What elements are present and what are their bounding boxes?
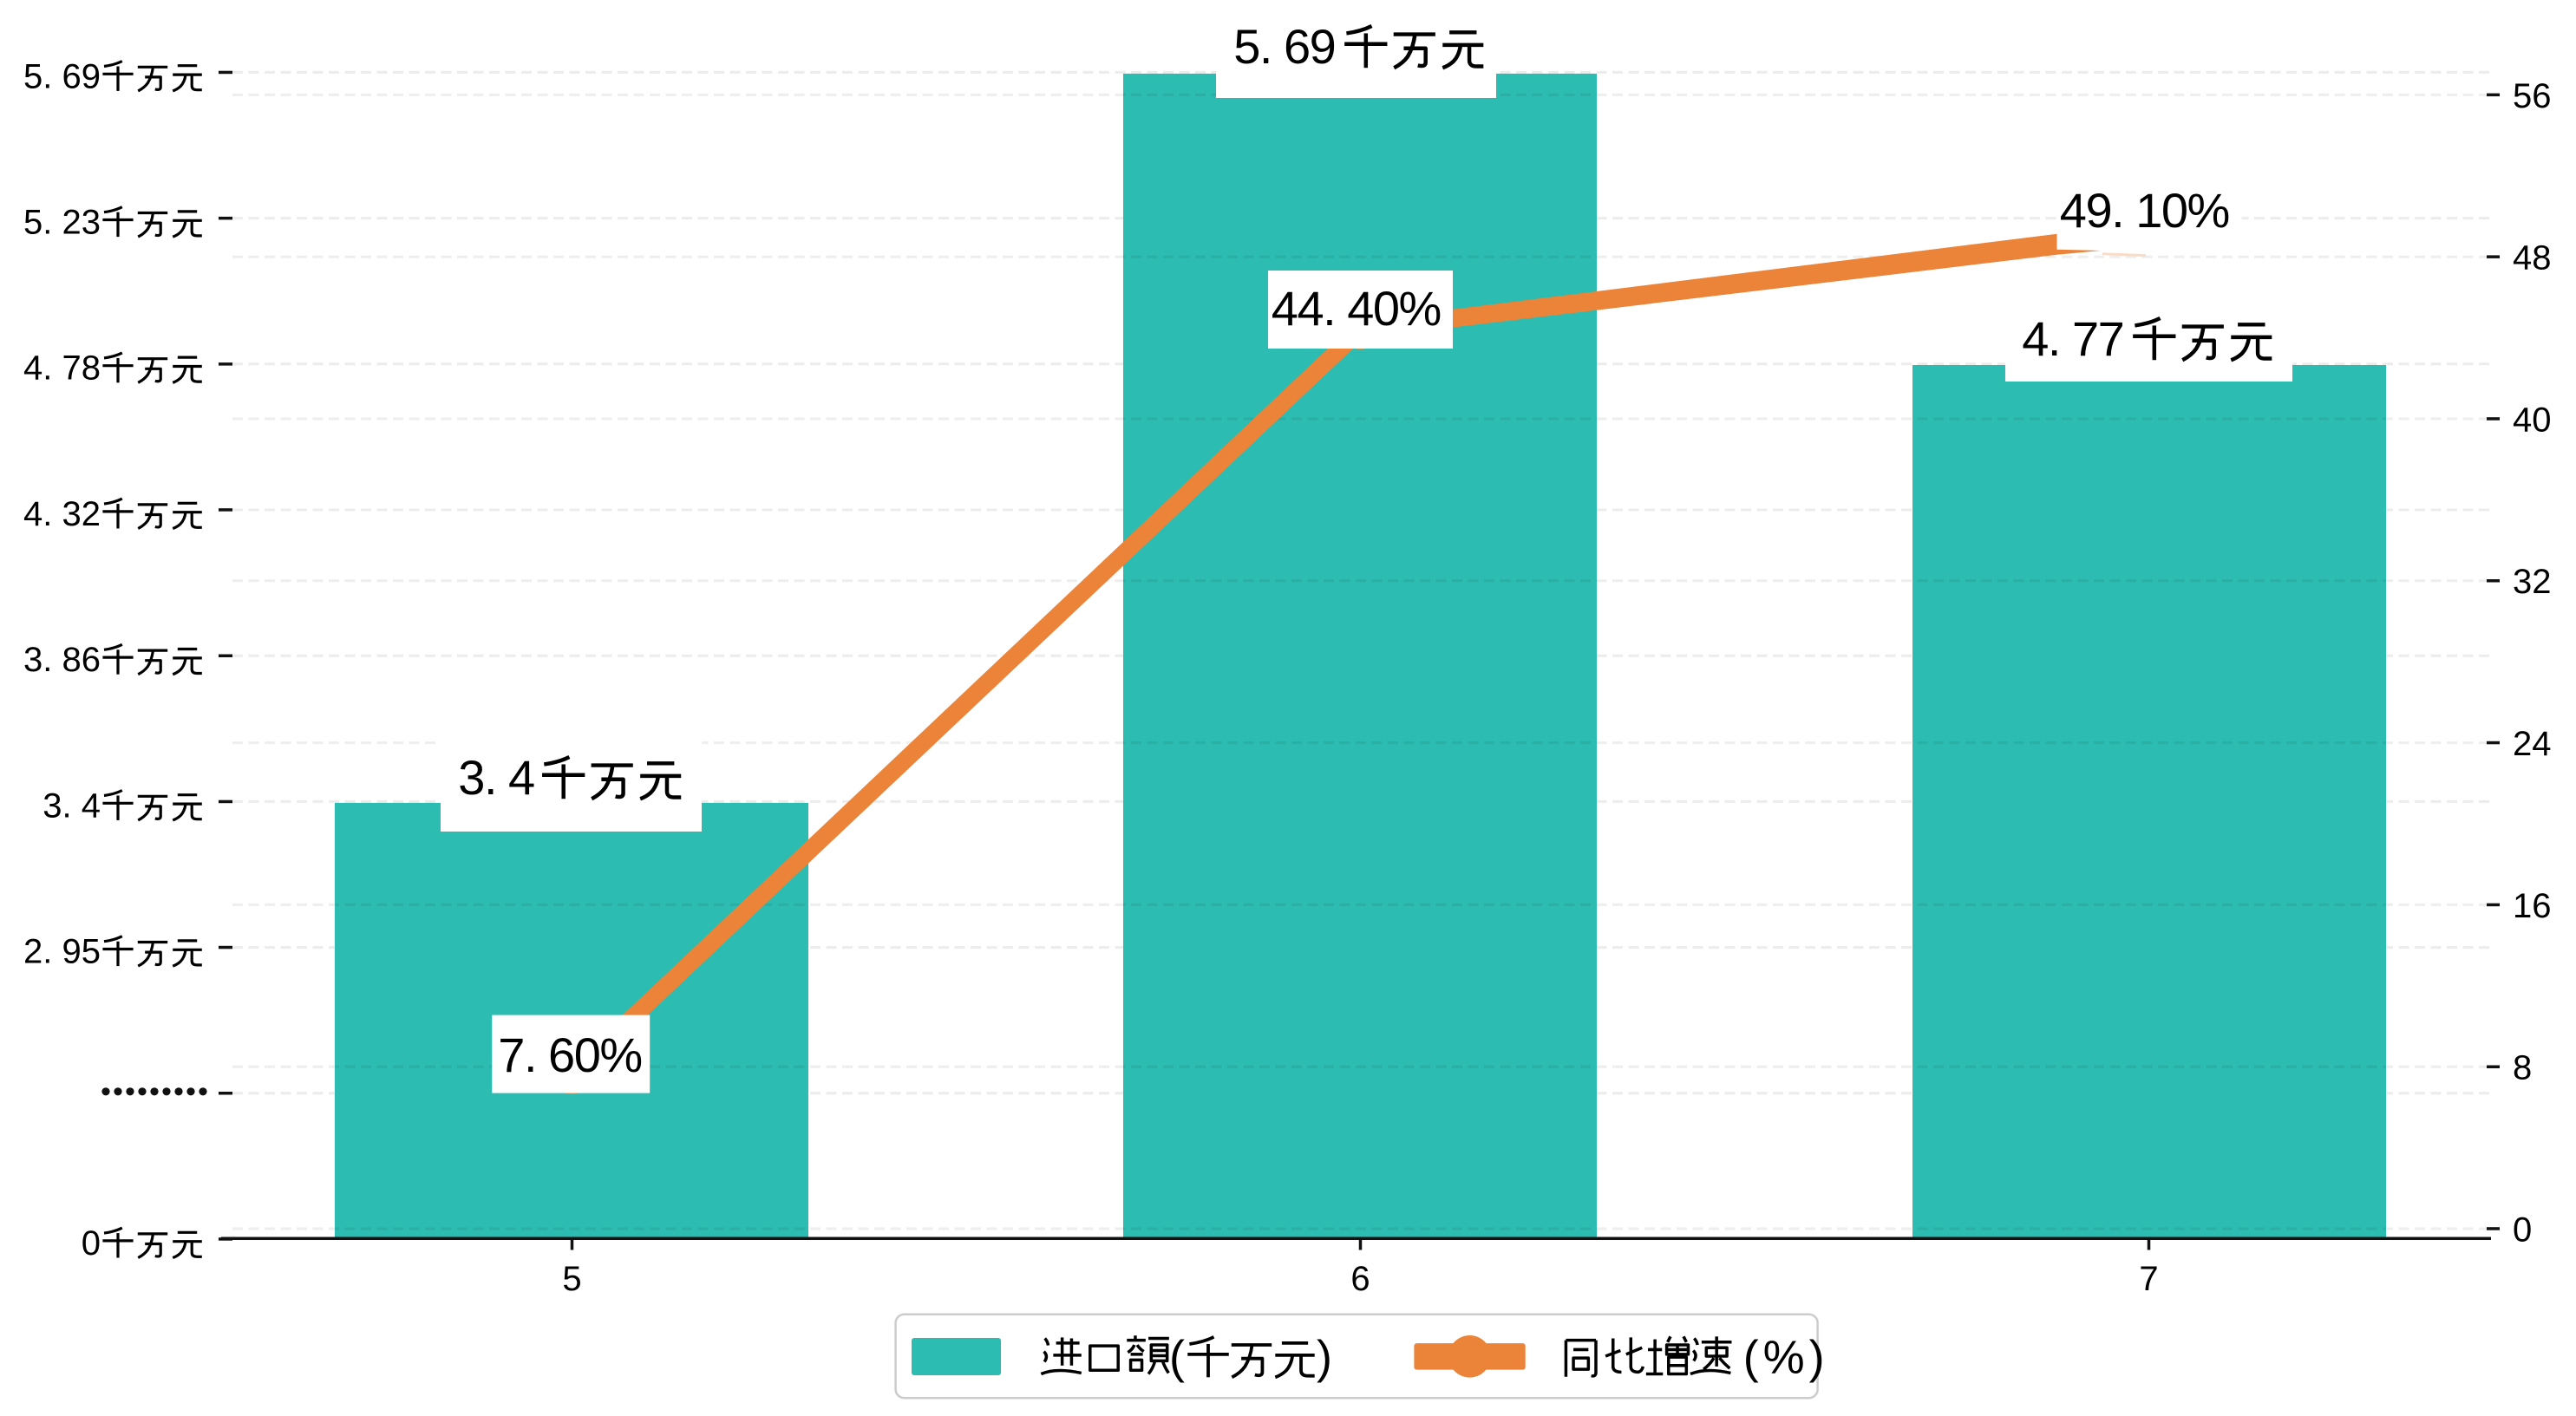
svg-text:40: 40 (2513, 401, 2552, 439)
svg-text:3. 4: 3. 4 (42, 786, 101, 825)
svg-text:2. 95: 2. 95 (23, 933, 101, 971)
svg-text:3. 86: 3. 86 (23, 641, 101, 679)
svg-text:3. 4: 3. 4 (458, 750, 534, 805)
svg-text:4. 32: 4. 32 (23, 495, 101, 533)
svg-text:32: 32 (2513, 563, 2552, 601)
svg-text:0: 0 (2513, 1210, 2532, 1249)
svg-text:16: 16 (2513, 887, 2552, 925)
svg-text:44. 40%: 44. 40% (1272, 281, 1441, 336)
svg-text:56: 56 (2513, 77, 2552, 115)
svg-text:): ) (1317, 1331, 1332, 1383)
svg-text:5. 23: 5. 23 (23, 204, 101, 242)
svg-text:7. 60%: 7. 60% (498, 1028, 641, 1082)
svg-text:5: 5 (562, 1260, 581, 1298)
svg-text:5. 69: 5. 69 (23, 57, 101, 95)
svg-text:24: 24 (2513, 725, 2552, 763)
svg-text:0: 0 (82, 1224, 101, 1263)
svg-text:5. 69: 5. 69 (1233, 19, 1335, 74)
svg-text:(: ( (1169, 1331, 1185, 1383)
svg-text:4. 77: 4. 77 (2022, 311, 2123, 366)
svg-text:8: 8 (2513, 1049, 2532, 1087)
svg-text:6: 6 (1350, 1260, 1370, 1298)
svg-text:7: 7 (2139, 1260, 2158, 1298)
svg-text:4. 78: 4. 78 (23, 349, 101, 388)
svg-text:48: 48 (2513, 239, 2552, 277)
svg-text:(%): (%) (1743, 1331, 1829, 1383)
svg-text:49. 10%: 49. 10% (2060, 183, 2229, 238)
